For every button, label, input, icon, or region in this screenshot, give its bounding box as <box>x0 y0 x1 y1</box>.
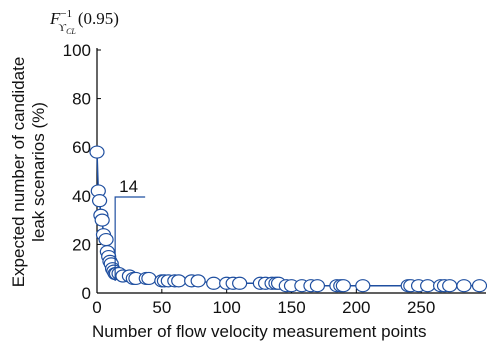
data-point <box>190 274 206 288</box>
data-point <box>91 194 108 208</box>
y-axis-label: leak scenarios (%) <box>29 102 48 242</box>
y-tick-label: 100 <box>63 41 91 60</box>
top-label-subsub: CL <box>66 27 76 36</box>
y-tick-label: 80 <box>72 90 91 109</box>
x-tick-label: 250 <box>407 298 435 317</box>
x-tick-label: 0 <box>92 298 101 317</box>
top-label-base: F <box>49 9 61 28</box>
data-point <box>94 213 110 227</box>
top-label: F−1 ϒCL(0.95) <box>49 8 119 36</box>
data-point <box>232 276 248 290</box>
data-point <box>420 279 436 293</box>
y-tick-label: 40 <box>72 187 91 206</box>
top-label-sup: −1 <box>60 8 72 20</box>
data-point <box>471 279 487 293</box>
y-tick-label: 20 <box>72 235 91 254</box>
y-tick-label: 0 <box>82 284 91 303</box>
data-point <box>206 276 222 290</box>
x-tick-label: 200 <box>342 298 370 317</box>
data-point <box>141 271 157 286</box>
y-axis-label: Expected number of candidate <box>9 57 28 288</box>
x-tick-label: 100 <box>212 298 240 317</box>
top-label-sub: ϒ <box>58 22 67 34</box>
data-line <box>96 152 480 287</box>
data-point <box>89 145 105 159</box>
x-tick-label: 150 <box>277 298 305 317</box>
top-label-arg: (0.95) <box>78 9 119 28</box>
annotation-label: 14 <box>119 177 138 196</box>
x-tick-label: 50 <box>152 298 171 317</box>
data-point <box>309 279 326 293</box>
x-axis-label: Number of flow velocity measurement poin… <box>92 322 426 341</box>
y-tick-label: 60 <box>72 138 91 157</box>
data-point <box>98 232 114 247</box>
data-point <box>442 279 458 293</box>
annotation-line <box>114 196 146 281</box>
data-point <box>456 279 472 293</box>
data-point <box>335 279 351 293</box>
data-point <box>355 279 371 293</box>
data-point <box>171 274 187 288</box>
